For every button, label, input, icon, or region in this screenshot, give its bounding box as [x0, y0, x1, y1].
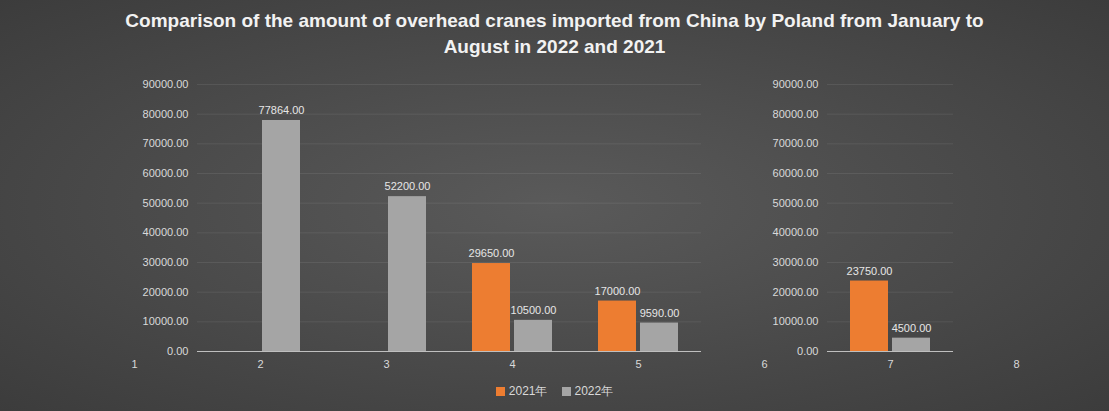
svg-text:30000.00: 30000.00: [143, 256, 189, 268]
svg-text:17000.00: 17000.00: [595, 285, 641, 297]
svg-text:20000.00: 20000.00: [143, 286, 189, 298]
svg-text:0.00: 0.00: [167, 345, 188, 357]
svg-text:30000.00: 30000.00: [773, 256, 819, 268]
svg-text:60000.00: 60000.00: [143, 167, 189, 179]
svg-text:70000.00: 70000.00: [143, 137, 189, 149]
html-text:2021年: 2021年: [508, 384, 548, 398]
svg-text:90000.00: 90000.00: [773, 78, 819, 90]
svg-text:29650.00: 29650.00: [469, 247, 515, 259]
svg-text:2: 2: [257, 358, 263, 370]
svg-text:10000.00: 10000.00: [143, 315, 189, 327]
svg-text:80000.00: 80000.00: [773, 108, 819, 120]
svg-text:60000.00: 60000.00: [773, 167, 819, 179]
svg-text:1: 1: [131, 358, 137, 370]
svg-text:52200.00: 52200.00: [385, 180, 431, 192]
svg-text:23750.00: 23750.00: [847, 265, 893, 277]
svg-text:50000.00: 50000.00: [773, 197, 819, 209]
svg-text:4500.00: 4500.00: [892, 322, 932, 334]
svg-text:40000.00: 40000.00: [773, 226, 819, 238]
svg-text:6: 6: [761, 358, 767, 370]
html-text:Comparison of the amount of ov: Comparison of the amount of overhead cra…: [125, 10, 984, 57]
svg-text:8: 8: [1013, 358, 1019, 370]
svg-text:50000.00: 50000.00: [143, 197, 189, 209]
svg-text:3: 3: [383, 358, 389, 370]
svg-text:10000.00: 10000.00: [773, 315, 819, 327]
svg-text:70000.00: 70000.00: [773, 137, 819, 149]
svg-text:0.00: 0.00: [797, 345, 818, 357]
svg-text:7: 7: [887, 358, 893, 370]
svg-text:40000.00: 40000.00: [143, 226, 189, 238]
svg-text:80000.00: 80000.00: [143, 108, 189, 120]
html-text:2022年: 2022年: [574, 384, 614, 398]
svg-text:9590.00: 9590.00: [640, 307, 680, 319]
svg-text:4: 4: [509, 358, 515, 370]
svg-text:10500.00: 10500.00: [511, 304, 557, 316]
svg-text:90000.00: 90000.00: [143, 78, 189, 90]
svg-text:20000.00: 20000.00: [773, 286, 819, 298]
svg-text:5: 5: [635, 358, 641, 370]
svg-text:77864.00: 77864.00: [259, 104, 305, 116]
